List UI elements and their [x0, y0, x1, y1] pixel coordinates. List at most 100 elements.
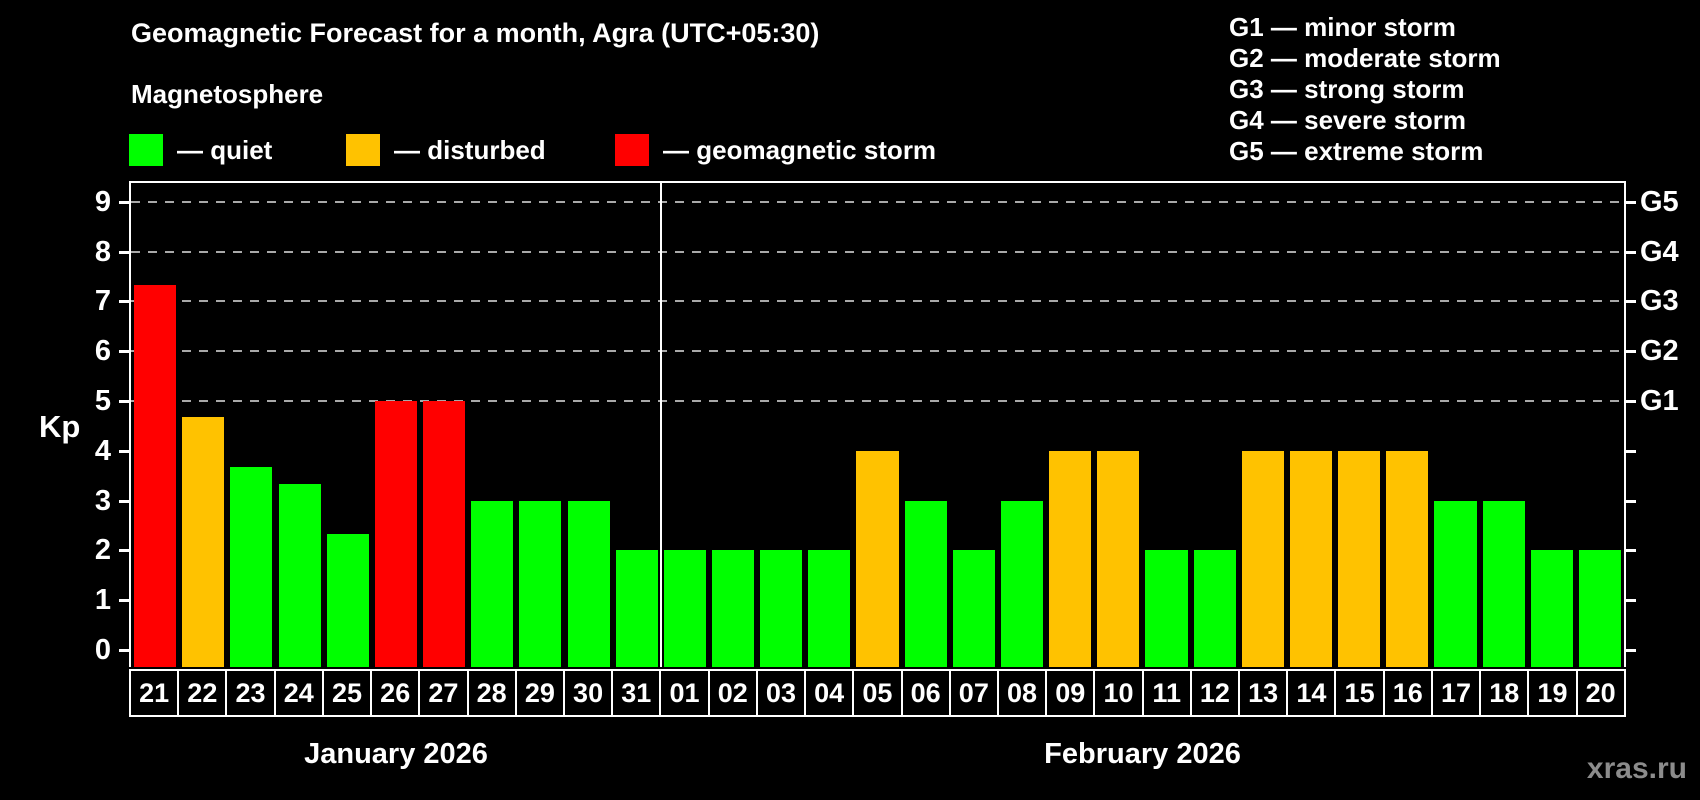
day-cell: 22 [177, 671, 225, 715]
kp-bar [711, 550, 755, 667]
day-cell: 28 [466, 671, 515, 715]
kp-bar [374, 401, 417, 667]
g-axis-tick [1626, 499, 1636, 503]
y-axis-label: 0 [94, 634, 111, 666]
day-cell: 10 [1093, 671, 1141, 715]
kp-bar [519, 500, 562, 667]
kp-bar [326, 534, 369, 667]
g-axis-tick [1626, 449, 1636, 453]
y-axis-tick [119, 350, 129, 354]
day-cell: 01 [659, 671, 707, 715]
y-axis-label: 4 [94, 434, 111, 467]
kp-bar [615, 550, 658, 667]
day-cell: 17 [1430, 671, 1479, 715]
day-cell: 06 [900, 671, 949, 715]
day-cell: 07 [948, 671, 997, 715]
day-cell: 24 [273, 671, 322, 715]
day-cell: 13 [1238, 671, 1286, 715]
day-cell: 19 [1527, 671, 1575, 715]
g-axis-label: G3 [1640, 285, 1679, 318]
kp-bar [1097, 450, 1140, 667]
day-cell: 20 [1575, 671, 1624, 715]
day-cell: 27 [418, 671, 466, 715]
day-cell: 31 [611, 671, 659, 715]
kp-bar [1434, 500, 1477, 667]
gridline-kp8 [131, 250, 1624, 253]
kp-bar [134, 285, 177, 667]
day-cell: 05 [852, 671, 900, 715]
g-axis-label: G2 [1640, 335, 1679, 368]
g-axis-tick [1626, 200, 1636, 204]
kp-bar [423, 401, 466, 667]
day-cell: 16 [1382, 671, 1431, 715]
plot-area: 0 1 2 3 4 5 6 7 8 9 G1 G2 G3 G4 G5 Kp [39, 181, 1679, 667]
g-axis-tick [1626, 599, 1636, 603]
legend-item-quiet: — quiet [129, 133, 272, 167]
kp-bar [1578, 550, 1621, 667]
g-axis-label: G1 [1640, 385, 1679, 417]
legend-label-storm: — geomagnetic storm [663, 134, 937, 165]
month-divider-line [659, 183, 662, 667]
g-axis-label: G5 [1640, 185, 1679, 218]
kp-bar [278, 484, 321, 667]
day-cell: 26 [370, 671, 418, 715]
day-axis-row: 21 22 23 24 25 26 27 28 29 30 31 01 02 03 04 05 06 07 08 09… [129, 669, 1626, 717]
kp-bar [856, 450, 899, 667]
y-axis-tick [119, 649, 129, 652]
y-axis-tick [119, 400, 129, 403]
day-cell: 08 [996, 671, 1045, 715]
day-cell: 14 [1286, 671, 1334, 715]
g-axis-tick [1626, 350, 1636, 354]
quiet-color-swatch-icon [129, 134, 163, 166]
y-axis-label: 9 [94, 185, 111, 218]
g-axis-label: G4 [1640, 235, 1679, 268]
y-axis-tick [119, 250, 129, 254]
y-axis-label: 7 [94, 285, 111, 318]
g-scale-legend-item: G4 — severe storm [1229, 105, 1467, 135]
y-axis-tick [119, 549, 129, 553]
g-axis-tick [1626, 549, 1636, 553]
disturbed-color-swatch-icon [346, 134, 380, 166]
g-axis-tick [1626, 649, 1636, 652]
g-axis-tick [1626, 400, 1636, 403]
kp-axis-title: Kp [39, 409, 81, 444]
kp-bar [904, 500, 947, 667]
day-cell: 09 [1045, 671, 1093, 715]
day-cell: 30 [562, 671, 611, 715]
day-cell: 02 [707, 671, 756, 715]
kp-bar [1000, 500, 1044, 667]
y-axis-label: 1 [94, 584, 111, 617]
y-axis-tick [119, 449, 129, 453]
g-scale-legend: G1 — minor storm G2 — moderate storm G3 — … [1229, 12, 1501, 167]
y-axis-label: 2 [94, 534, 111, 567]
day-cell: 21 [139, 677, 170, 708]
kp-bar [1049, 450, 1092, 667]
day-cell: 25 [321, 671, 370, 715]
legend-label-quiet: — quiet [177, 134, 273, 165]
legend-item-disturbed: — disturbed [346, 133, 546, 167]
kp-bar [471, 500, 514, 667]
magnetosphere-label: Magnetosphere [131, 79, 324, 109]
kp-bar [808, 550, 851, 667]
day-cell: 23 [225, 671, 273, 715]
kp-bar [1482, 500, 1525, 667]
y-axis-tick [119, 200, 129, 204]
y-axis-tick [119, 300, 129, 304]
day-cell: 15 [1334, 671, 1382, 715]
y-axis-label: 5 [94, 385, 111, 417]
kp-bar [1193, 550, 1236, 667]
gridline-kp5 [131, 400, 1624, 402]
legend-item-storm: — geomagnetic storm [615, 133, 936, 167]
day-cell: 12 [1189, 671, 1238, 715]
g-axis-tick [1626, 300, 1636, 304]
y-axis-tick [119, 599, 129, 603]
kp-bar [567, 500, 610, 667]
y-axis-label: 8 [94, 235, 111, 268]
gridline-kp9 [131, 200, 1624, 203]
kp-bar [182, 417, 225, 667]
g-axis-tick [1626, 250, 1636, 254]
month-label-february: February 2026 [1044, 738, 1241, 770]
day-cell: 04 [804, 671, 852, 715]
page-title: Geomagnetic Forecast for a month, Agra (… [131, 18, 820, 48]
kp-bar [230, 467, 273, 667]
